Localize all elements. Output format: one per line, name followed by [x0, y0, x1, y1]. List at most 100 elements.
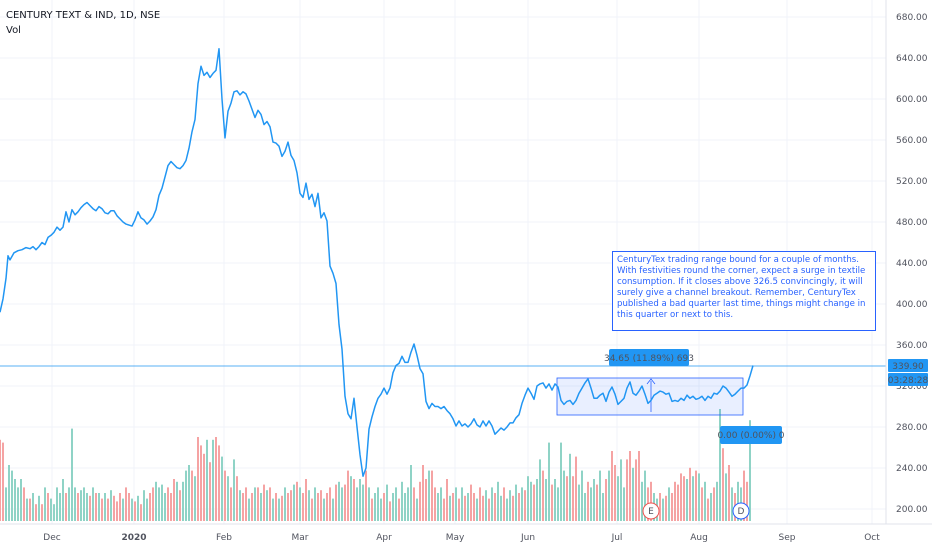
volume-bar: [611, 451, 613, 521]
volume-bar: [134, 501, 136, 521]
symbol-title[interactable]: CENTURY TEXT & IND, 1D, NSE: [6, 10, 161, 21]
volume-bar: [56, 487, 58, 521]
volume-bar: [53, 504, 55, 521]
y-tick-label: 640.00: [896, 54, 928, 64]
time-axis[interactable]: Dec 2020 Feb Mar Apr May Jun Jul Aug Sep Oct: [43, 533, 880, 543]
volume-bar: [419, 481, 421, 521]
volume-bar: [452, 493, 454, 521]
price-axis[interactable]: 200.00 240.00 280.00 320.00 360.00 400.00 440.…: [896, 13, 928, 515]
volume-bar: [77, 493, 79, 521]
x-tick-label: Jul: [611, 533, 623, 543]
dividend-marker[interactable]: [732, 502, 750, 520]
volume-bar: [554, 479, 556, 521]
volume-bar: [35, 504, 37, 521]
volume-bar: [335, 484, 337, 521]
volume-bar: [569, 453, 571, 521]
range-measure-badge-bg: [609, 349, 689, 366]
volume-bar: [113, 495, 115, 521]
volume-bar: [389, 501, 391, 521]
volume-bar: [47, 493, 49, 521]
volume-bar: [518, 493, 520, 521]
volume-bar: [296, 481, 298, 521]
volume-bar: [446, 479, 448, 521]
volume-bar: [404, 493, 406, 521]
volume-bar: [14, 479, 16, 521]
volume-bar: [272, 498, 274, 521]
volume-bar: [629, 451, 631, 521]
volume-bar: [179, 490, 181, 521]
y-tick-label: 560.00: [896, 136, 928, 146]
volume-bar: [215, 437, 217, 521]
volume-bar: [167, 487, 169, 521]
volume-bar: [338, 481, 340, 521]
volume-bar: [707, 498, 709, 521]
volume-bar: [170, 493, 172, 521]
volume-bar: [152, 487, 154, 521]
volume-bar: [173, 479, 175, 521]
volume-bar: [725, 473, 727, 521]
volume-bar: [41, 504, 43, 521]
volume-bar: [668, 487, 670, 521]
volume-bar: [599, 470, 601, 521]
countdown-label: 03:28:28: [888, 376, 929, 386]
volume-bar: [515, 484, 517, 521]
volume-bar: [5, 487, 7, 521]
volume-bar: [443, 498, 445, 521]
volume-bar: [425, 479, 427, 521]
price-line: [0, 48, 754, 477]
volume-bar: [362, 484, 364, 521]
volume-bar: [500, 495, 502, 521]
y-tick-label: 440.00: [896, 259, 928, 269]
volume-bar: [503, 487, 505, 521]
volume-bar: [140, 504, 142, 521]
x-tick-label: Aug: [690, 533, 708, 543]
y-tick-label: 600.00: [896, 95, 928, 105]
volume-bar: [356, 487, 358, 521]
volume-bar: [278, 498, 280, 521]
volume-bar: [32, 493, 34, 521]
volume-bar: [731, 487, 733, 521]
x-tick-label: Feb: [216, 533, 232, 543]
volume-bar: [719, 409, 721, 521]
volume-bar: [206, 439, 208, 521]
volume-bar: [95, 493, 97, 521]
x-tick-label: May: [446, 533, 465, 543]
volume-bar: [260, 493, 262, 521]
volume-bar: [110, 490, 112, 521]
volume-bar: [2, 442, 4, 521]
volume-bar: [263, 484, 265, 521]
volume-bar: [440, 487, 442, 521]
volume-bar: [506, 498, 508, 521]
volume-bar: [92, 487, 94, 521]
volume-bar: [107, 498, 109, 521]
volume-bar: [566, 476, 568, 521]
volume-bar: [521, 487, 523, 521]
volume-bar: [542, 470, 544, 521]
y-tick-label: 480.00: [896, 218, 928, 228]
volume-bar: [494, 493, 496, 521]
volume-bar: [353, 479, 355, 521]
volume-bar: [254, 487, 256, 521]
volume-bar: [560, 442, 562, 521]
x-tick-label: Sep: [779, 533, 796, 543]
volume-bar: [590, 487, 592, 521]
grid-lines: [0, 0, 886, 524]
volume-bar: [674, 481, 676, 521]
volume-bar: [572, 476, 574, 521]
volume-bar: [341, 487, 343, 521]
volume-bar: [491, 487, 493, 521]
volume-bar: [305, 479, 307, 521]
volume-bar: [548, 442, 550, 521]
analysis-note[interactable]: CenturyTex trading range bound for a cou…: [612, 251, 876, 331]
volume-bar: [530, 481, 532, 521]
volume-bar: [365, 470, 367, 521]
volume-bar: [431, 470, 433, 521]
volume-indicator-label[interactable]: Vol: [6, 25, 21, 36]
volume-bar: [392, 493, 394, 521]
volume-bar: [578, 484, 580, 521]
volume-bar: [746, 481, 748, 521]
volume-bar: [638, 451, 640, 521]
volume-bar: [587, 481, 589, 521]
earnings-marker[interactable]: [642, 502, 660, 520]
